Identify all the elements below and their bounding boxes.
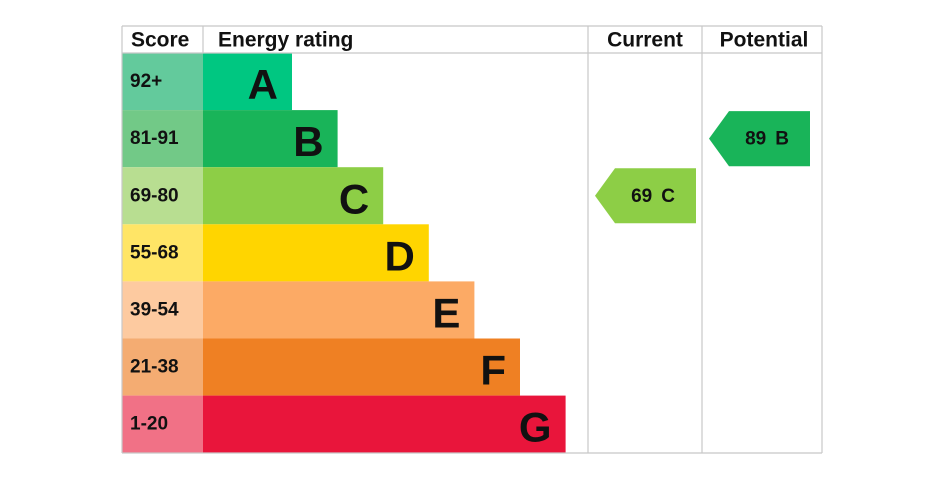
rows: 92+ A 81-91 B 69-80 C 55-68 D 39-54 E 21-38 F 1-20 G 6… (122, 53, 810, 453)
score-cell (122, 281, 203, 339)
score-cell (122, 395, 203, 453)
rating-bar (203, 53, 292, 111)
score-cell (122, 338, 203, 396)
rating-letter: C (339, 175, 369, 222)
rating-bar (203, 281, 475, 339)
rating-bar (203, 110, 338, 168)
score-range: 55-68 (130, 242, 179, 263)
header-current: Current (607, 29, 683, 52)
current-score: 69 (631, 185, 652, 206)
rating-letter: D (384, 232, 414, 279)
potential-label: 89 B (745, 128, 789, 149)
rating-letter: G (519, 404, 552, 451)
potential-score: 89 (745, 128, 766, 149)
score-cell (122, 110, 203, 168)
rating-bar (203, 338, 520, 396)
score-cell (122, 224, 203, 282)
header-potential: Potential (720, 29, 809, 52)
score-range: 39-54 (130, 299, 179, 320)
rating-letter: A (248, 61, 278, 108)
rating-bar (203, 167, 384, 225)
potential-letter: B (775, 128, 789, 149)
rating-letter: E (432, 289, 460, 336)
score-range: 21-38 (130, 357, 179, 378)
score-range: 92+ (130, 71, 162, 92)
rating-bar (203, 224, 429, 282)
rating-letter: B (293, 118, 323, 165)
rating-bar (203, 395, 566, 453)
current-label: 69 C (631, 185, 675, 206)
potential-arrow (709, 111, 810, 167)
score-cell (122, 167, 203, 225)
rating-letter: F (480, 347, 506, 394)
score-range: 81-91 (130, 128, 179, 149)
header-score: Score (131, 29, 189, 52)
score-range: 1-20 (130, 414, 168, 435)
score-range: 69-80 (130, 185, 179, 206)
header-rating: Energy rating (218, 29, 353, 52)
current-letter: C (661, 185, 675, 206)
current-arrow (595, 168, 696, 224)
score-cell (122, 53, 203, 111)
